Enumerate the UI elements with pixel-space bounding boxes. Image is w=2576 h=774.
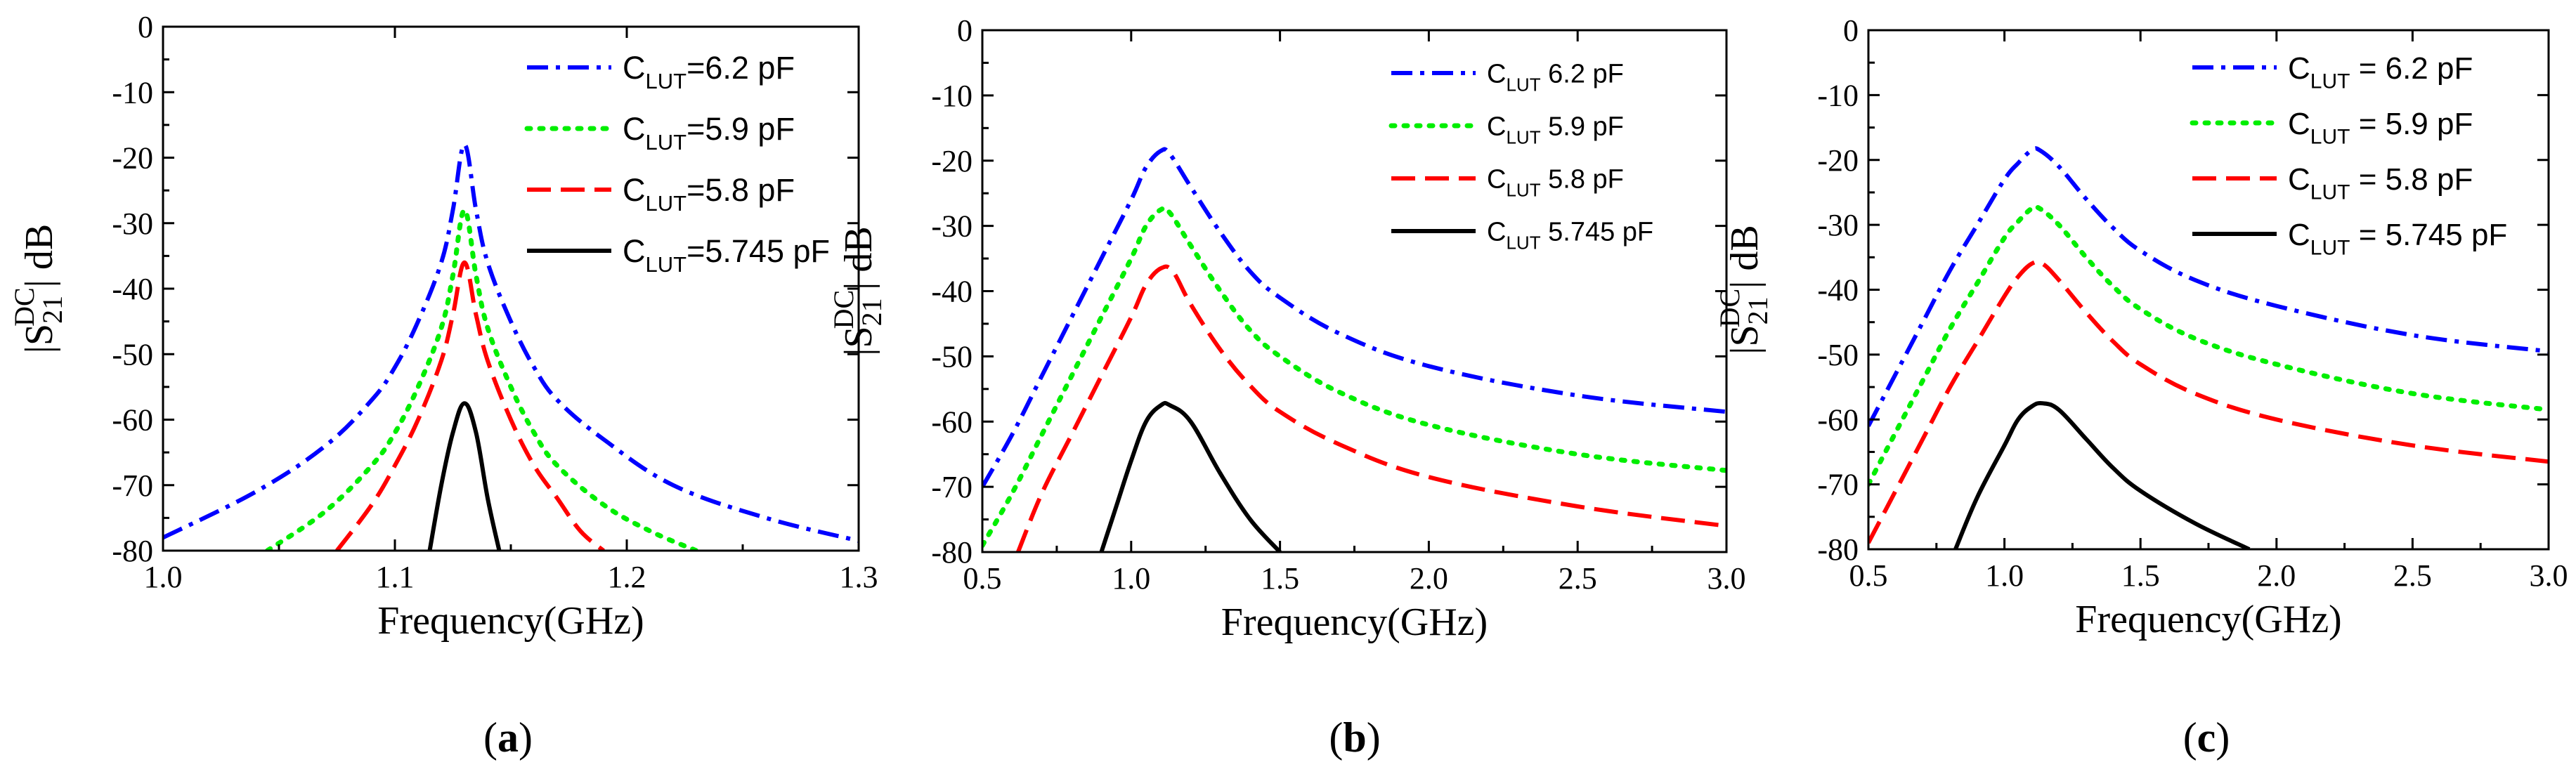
y-tick-label: 0 [1843, 13, 1859, 48]
x-tick-label: 1.0 [1112, 561, 1150, 596]
panel-label: (c) [2183, 714, 2230, 761]
x-tick-label: 1.1 [376, 560, 415, 594]
x-tick-label: 3.0 [2530, 558, 2568, 593]
y-axis-title: |S21DC| dB [8, 224, 68, 354]
legend-label: CLUT = 6.2 pF [2288, 51, 2473, 93]
x-tick-label: 2.5 [1559, 561, 1597, 596]
y-tick-label: -40 [931, 275, 972, 309]
y-tick-label: -70 [931, 470, 972, 504]
y-tick-label: -60 [931, 405, 972, 439]
x-tick-label: 0.5 [963, 561, 1002, 596]
x-tick-label: 1.5 [1261, 561, 1299, 596]
x-tick-label: 1.2 [608, 560, 646, 594]
y-tick-label: 0 [138, 10, 153, 44]
x-axis-title: Frequency(GHz) [1221, 601, 1488, 644]
series-line-4 [1953, 400, 2251, 549]
y-tick-label: 0 [957, 13, 972, 48]
x-tick-label: 1.0 [144, 560, 183, 594]
legend-label: CLUT = 5.9 pF [2288, 107, 2473, 149]
y-tick-label: -60 [112, 403, 153, 438]
legend-label: CLUT=6.2 pF [623, 50, 795, 93]
y-tick-label: -10 [931, 79, 972, 113]
y-tick-label: -20 [112, 141, 153, 176]
y-tick-label: -80 [112, 534, 153, 568]
legend: CLUT = 6.2 pF CLUT = 5.9 pF CLUT = 5.8 pF C… [2190, 51, 2507, 260]
y-tick-label: -10 [1817, 78, 1859, 112]
y-tick-label: -30 [931, 209, 972, 244]
series-line-3 [335, 260, 605, 551]
y-tick-label: -70 [112, 468, 153, 503]
y-tick-label: -20 [1817, 143, 1859, 178]
y-tick-label: -50 [112, 337, 153, 372]
y-tick-label: -10 [112, 75, 153, 110]
series-group [982, 147, 1726, 552]
legend-label: CLUT 6.2 pF [1487, 60, 1624, 96]
legend-label: CLUT = 5.745 pF [2288, 218, 2507, 260]
series-line-2 [265, 207, 699, 551]
chart-panel-b: 0 -10 -20 -30 -40 -50 -60 -70 -800.5 1.0 1.5 2.0 2.5… [828, 13, 1746, 761]
panel-label: (a) [483, 714, 533, 761]
y-tick-label: -30 [112, 206, 153, 241]
plot-frame [981, 29, 1728, 553]
series-group [1868, 146, 2549, 549]
legend-label: CLUT 5.745 pF [1487, 218, 1653, 254]
x-tick-label: 1.5 [2121, 558, 2160, 593]
chart-panel-c: 0 -10 -20 -30 -40 -50 -60 -70 -800.5 1.0 1.5 2.0 2.5… [1714, 13, 2568, 761]
series-line-3 [1016, 264, 1726, 552]
y-tick-label: -40 [1817, 273, 1859, 308]
y-tick-label: -50 [931, 339, 972, 374]
y-tick-label: -40 [112, 272, 153, 306]
panel-label: (b) [1329, 714, 1380, 761]
legend-label: CLUT 5.8 pF [1487, 165, 1624, 201]
x-tick-label: 2.0 [1410, 561, 1448, 596]
x-tick-label: 3.0 [1707, 561, 1746, 596]
legend-label: CLUT=5.8 pF [623, 172, 795, 216]
legend-label: CLUT=5.9 pF [623, 111, 795, 155]
y-tick-label: -20 [931, 144, 972, 178]
y-tick-label: -80 [931, 535, 972, 570]
y-axis-title: |S21DC| dB [828, 226, 887, 356]
series-line-3 [1868, 259, 2549, 544]
series-line-1 [982, 147, 1726, 488]
series-line-2 [1868, 204, 2549, 487]
series-line-1 [163, 142, 859, 543]
series-line-4 [427, 401, 502, 551]
x-axis-title: Frequency(GHz) [2075, 598, 2341, 641]
series-group [163, 142, 859, 551]
legend-label: CLUT = 5.8 pF [2288, 162, 2473, 204]
x-tick-label: 2.0 [2257, 558, 2296, 593]
y-tick-label: -50 [1817, 338, 1859, 372]
plot-frame [162, 25, 860, 552]
y-tick-label: -70 [1817, 468, 1859, 502]
chart-panel-a: 0 -10 -20 -30 -40 -50 -60 -70 -801.0 1.1 1.2 1.3 Fre… [8, 10, 878, 761]
legend-label: CLUT 5.9 pF [1487, 112, 1624, 148]
series-line-2 [982, 205, 1726, 549]
x-tick-label: 1.3 [840, 560, 878, 594]
y-tick-label: -80 [1817, 532, 1859, 567]
x-axis-title: Frequency(GHz) [377, 599, 644, 643]
series-line-1 [1868, 146, 2549, 427]
y-axis-title: |S21DC| dB [1714, 225, 1774, 355]
legend-label: CLUT=5.745 pF [623, 233, 830, 277]
y-tick-label: -60 [1817, 402, 1859, 437]
legend: CLUT=6.2 pF CLUT=5.9 pF CLUT=5.8 pF CLUT=5.… [524, 50, 830, 277]
y-tick-label: -30 [1817, 208, 1859, 242]
x-tick-label: 0.5 [1849, 558, 1888, 593]
x-tick-label: 1.0 [1985, 558, 2024, 593]
legend: CLUT 6.2 pF CLUT 5.9 pF CLUT 5.8 pF CLUT 5.… [1388, 60, 1653, 254]
series-line-4 [1099, 400, 1282, 552]
x-tick-label: 2.5 [2393, 558, 2432, 593]
